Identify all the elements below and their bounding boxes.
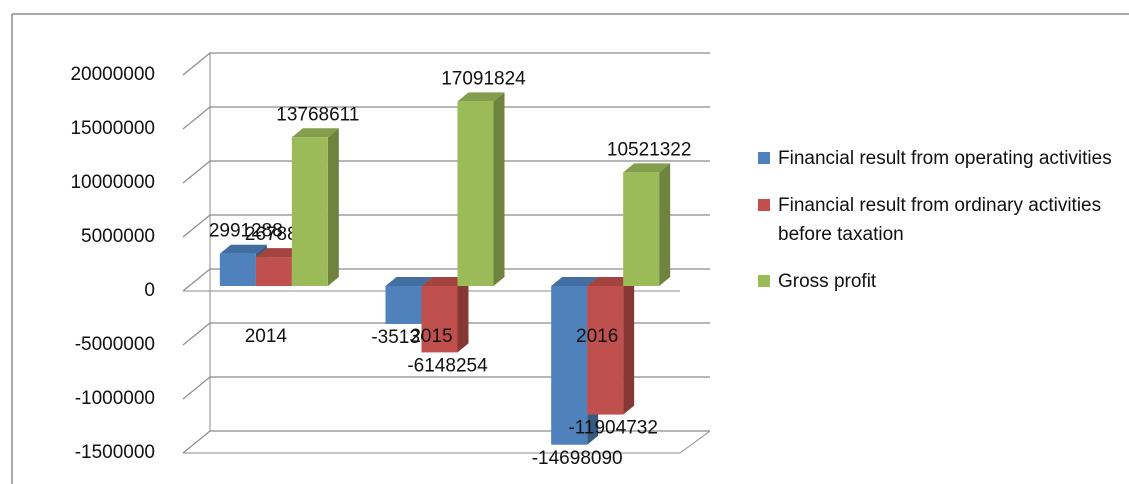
x-tick-label: 2014 bbox=[245, 326, 288, 347]
bar-top bbox=[385, 277, 433, 286]
x-tick-label: 2015 bbox=[410, 326, 452, 347]
data-label: 13768611 bbox=[276, 104, 359, 125]
bar bbox=[551, 286, 588, 445]
bar-top bbox=[421, 277, 469, 286]
bar-top bbox=[255, 248, 303, 258]
y-tick-label: 5000000 bbox=[81, 226, 155, 247]
bar bbox=[457, 101, 494, 287]
data-label: -11904732 bbox=[568, 418, 657, 439]
grid-line bbox=[182, 106, 710, 130]
legend-swatch bbox=[758, 199, 770, 211]
legend-label: Financial result from ordinary activitie… bbox=[778, 195, 1102, 245]
bar-top bbox=[219, 244, 267, 254]
bar bbox=[587, 286, 624, 415]
legend-entry: Financial result from operating activiti… bbox=[758, 144, 1118, 173]
y-tick-label: 20000000 bbox=[70, 64, 155, 85]
legend: Financial result from operating activiti… bbox=[758, 144, 1118, 314]
bar-group bbox=[457, 92, 505, 287]
bar-top bbox=[457, 92, 505, 102]
bar-top bbox=[551, 277, 599, 286]
bar-side bbox=[493, 92, 505, 287]
legend-entry: Gross profit bbox=[758, 267, 1118, 296]
grid-line bbox=[182, 376, 710, 400]
bar bbox=[623, 172, 660, 286]
bar bbox=[255, 257, 292, 286]
bar-side bbox=[623, 277, 635, 415]
y-tick-label: -1000000 bbox=[75, 388, 155, 409]
x-tick-label: 2016 bbox=[576, 326, 618, 347]
legend-swatch bbox=[758, 152, 770, 164]
right-wall-edge bbox=[679, 430, 711, 454]
grid-line bbox=[182, 268, 710, 292]
y-tick-label: -5000000 bbox=[75, 334, 155, 355]
bar-group bbox=[587, 277, 635, 415]
legend-swatch bbox=[758, 275, 770, 287]
bar-group bbox=[623, 163, 671, 286]
y-tick-label: -1500000 bbox=[75, 442, 155, 463]
bar bbox=[421, 286, 458, 353]
y-tick-label: 0 bbox=[144, 280, 155, 301]
legend-label: Gross profit bbox=[778, 271, 877, 292]
data-label: 17091824 bbox=[441, 68, 526, 89]
data-label: -14698090 bbox=[532, 448, 623, 469]
grid-line bbox=[182, 214, 710, 238]
grid-line bbox=[182, 322, 710, 346]
data-label: -6148254 bbox=[407, 355, 488, 376]
data-label: 2991288 bbox=[209, 221, 283, 242]
data-label: 10521322 bbox=[607, 139, 692, 160]
grid-line bbox=[182, 430, 710, 454]
y-tick-label: 10000000 bbox=[70, 172, 155, 193]
bar bbox=[291, 137, 328, 286]
legend-label: Financial result from operating activiti… bbox=[778, 148, 1112, 169]
bar-side bbox=[327, 128, 339, 286]
grid-line bbox=[182, 160, 710, 184]
bar-top bbox=[291, 128, 339, 138]
legend-entry: Financial result from ordinary activitie… bbox=[758, 191, 1118, 249]
bar bbox=[385, 286, 422, 324]
bar-top bbox=[587, 277, 635, 286]
bar-side bbox=[659, 163, 671, 286]
bar-side bbox=[457, 277, 469, 353]
bar bbox=[219, 253, 256, 286]
bar-top bbox=[623, 163, 671, 173]
grid-line bbox=[182, 52, 710, 76]
y-tick-label: 15000000 bbox=[70, 118, 155, 139]
bar-group bbox=[291, 128, 339, 286]
bar-group bbox=[421, 277, 469, 353]
